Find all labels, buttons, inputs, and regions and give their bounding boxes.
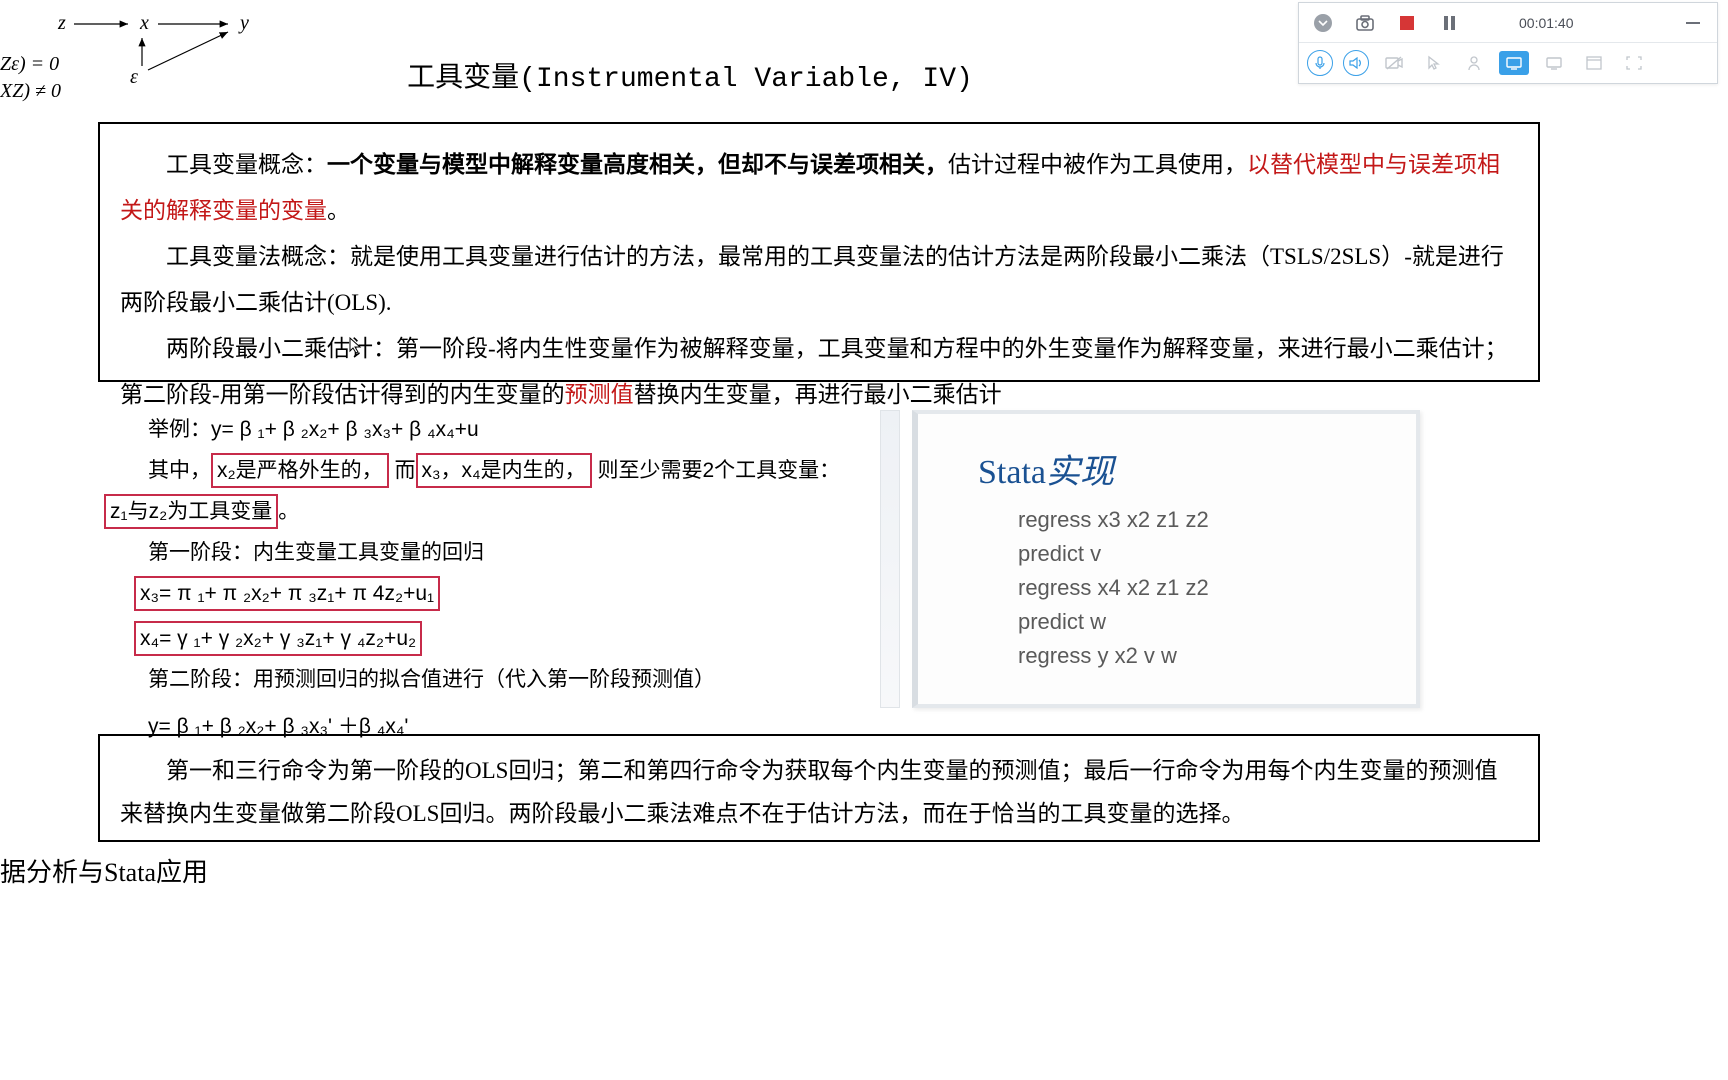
l2c: 而 (395, 459, 416, 482)
toolbar-row-2 (1299, 43, 1717, 83)
code-line-2: predict v (1018, 537, 1416, 571)
para-2: 工具变量法概念：就是使用工具变量进行估计的方法，最常用的工具变量法的估计方法是两… (120, 234, 1518, 326)
stage2-label: 第二阶段：用预测回归的拟合值进行（代入第一阶段预测值） (148, 660, 898, 701)
code-line-5: regress y x2 v w (1018, 639, 1416, 673)
side-strip (880, 410, 900, 708)
diagram-x: x (140, 12, 149, 35)
stata-title-en: Stata (978, 454, 1046, 491)
p1b: 一个变量与模型中解释变量高度相关，但却不与误差项相关， (327, 152, 948, 177)
p1e: 。 (327, 198, 350, 223)
diagram-y: y (240, 12, 249, 35)
stage1-eq1: x₃= π ₁+ π ₂x₂+ π ₃z₁+ π 4z₂+u₁ (134, 576, 440, 612)
collapse-icon[interactable] (1311, 11, 1335, 35)
monitor-icon[interactable] (1539, 51, 1569, 75)
para-3: 两阶段最小二乘估计：第一阶段-将内生性变量作为被解释变量，工具变量和方程中的外生… (120, 326, 1518, 418)
elapsed-time: 00:01:40 (1519, 15, 1663, 31)
toolbar-row-1: 00:01:40 (1299, 3, 1717, 43)
pause-button[interactable] (1437, 11, 1461, 35)
instruments-row: z₁与z₂为工具变量。 (104, 492, 898, 533)
endogenous-box: x₃，x₄是内生的， (416, 453, 592, 489)
para-1: 工具变量概念：一个变量与模型中解释变量高度相关，但却不与误差项相关，估计过程中被… (120, 142, 1518, 234)
fullscreen-icon[interactable] (1619, 51, 1649, 75)
camera-icon[interactable] (1353, 11, 1377, 35)
person-icon[interactable] (1459, 51, 1489, 75)
microphone-button[interactable] (1307, 50, 1333, 76)
l2e: 则至少需要2个工具变量： (597, 459, 840, 482)
stage1-eq1-row: x₃= π ₁+ π ₂x₂+ π ₃z₁+ π 4z₂+u₁ (134, 574, 898, 615)
concept-box: 工具变量概念：一个变量与模型中解释变量高度相关，但却不与误差项相关，估计过程中被… (98, 122, 1540, 382)
example-cond: 其中，x₂是严格外生的， 而x₃，x₄是内生的， 则至少需要2个工具变量： (148, 451, 898, 492)
p1c: 估计过程中被作为工具使用， (948, 152, 1247, 177)
p3-red: 预测值 (565, 382, 634, 407)
diagram-z: z (58, 12, 66, 35)
summary-box: 第一和三行命令为第一阶段的OLS回归；第二和第四行命令为获取每个内生变量的预测值… (98, 734, 1540, 842)
stage1-eq2: x₄= γ ₁+ γ ₂x₂+ γ ₃z₁+ γ ₄z₂+u₂ (134, 621, 422, 657)
instruments-box: z₁与z₂为工具变量 (104, 494, 278, 530)
footer-text: 据分析与Stata应用 (0, 852, 208, 889)
stata-code: regress x3 x2 z1 z2 predict v regress x4… (918, 503, 1416, 673)
page-title: 工具变量(Instrumental Variable, IV) (0, 55, 1380, 95)
stata-title: Stata实现 (918, 414, 1416, 503)
l2a: 其中， (148, 459, 211, 482)
stage1-label: 第一阶段：内生变量工具变量的回归 (148, 533, 898, 574)
example-eq: 举例：y= β ₁+ β ₂x₂+ β ₃x₃+ β ₄x₄+u (148, 410, 898, 451)
screen-active-icon[interactable] (1499, 51, 1529, 75)
p1a: 工具变量概念： (166, 152, 327, 177)
summary-text: 第一和三行命令为第一阶段的OLS回归；第二和第四行命令为获取每个内生变量的预测值… (120, 750, 1518, 835)
l3b: 。 (278, 500, 299, 523)
minimize-button[interactable] (1681, 11, 1705, 35)
cursor-icon[interactable] (1419, 51, 1449, 75)
stata-title-cn: 实现 (1046, 454, 1114, 491)
stage1-eq2-row: x₄= γ ₁+ γ ₂x₂+ γ ₃z₁+ γ ₄z₂+u₂ (134, 619, 898, 660)
recording-toolbar: 00:01:40 (1298, 2, 1718, 84)
code-line-4: predict w (1018, 605, 1416, 639)
webcam-off-icon[interactable] (1379, 51, 1409, 75)
exogenous-box: x₂是严格外生的， (211, 453, 389, 489)
code-line-3: regress x4 x2 z1 z2 (1018, 571, 1416, 605)
stop-button[interactable] (1395, 11, 1419, 35)
speaker-button[interactable] (1343, 50, 1369, 76)
stata-panel: Stata实现 regress x3 x2 z1 z2 predict v re… (912, 410, 1420, 708)
code-line-1: regress x3 x2 z1 z2 (1018, 503, 1416, 537)
p3c: 替换内生变量，再进行最小二乘估计 (634, 382, 1002, 407)
window-icon[interactable] (1579, 51, 1609, 75)
example-section: 举例：y= β ₁+ β ₂x₂+ β ₃x₃+ β ₄x₄+u 其中，x₂是严… (148, 410, 898, 748)
